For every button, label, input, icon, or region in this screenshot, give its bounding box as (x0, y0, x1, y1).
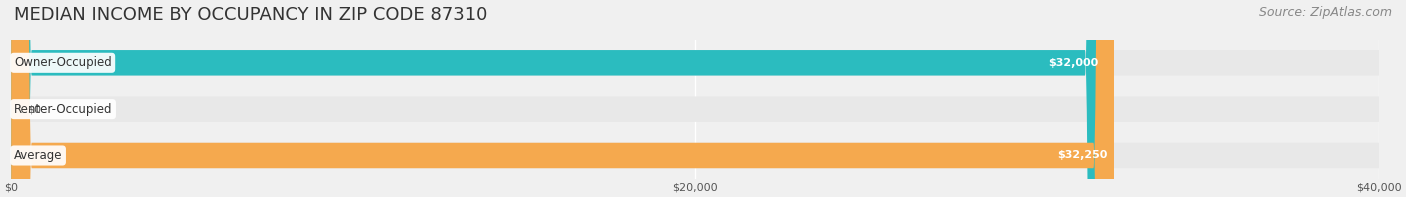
Text: $32,000: $32,000 (1049, 58, 1098, 68)
Text: MEDIAN INCOME BY OCCUPANCY IN ZIP CODE 87310: MEDIAN INCOME BY OCCUPANCY IN ZIP CODE 8… (14, 6, 488, 24)
Text: Average: Average (14, 149, 62, 162)
FancyBboxPatch shape (11, 50, 1379, 75)
Text: Renter-Occupied: Renter-Occupied (14, 103, 112, 116)
Text: Owner-Occupied: Owner-Occupied (14, 56, 111, 69)
Text: $0: $0 (28, 104, 42, 114)
FancyBboxPatch shape (11, 0, 1105, 197)
FancyBboxPatch shape (11, 96, 1379, 122)
FancyBboxPatch shape (11, 143, 1379, 168)
Text: Source: ZipAtlas.com: Source: ZipAtlas.com (1258, 6, 1392, 19)
Text: $32,250: $32,250 (1057, 151, 1107, 161)
FancyBboxPatch shape (11, 0, 1114, 197)
